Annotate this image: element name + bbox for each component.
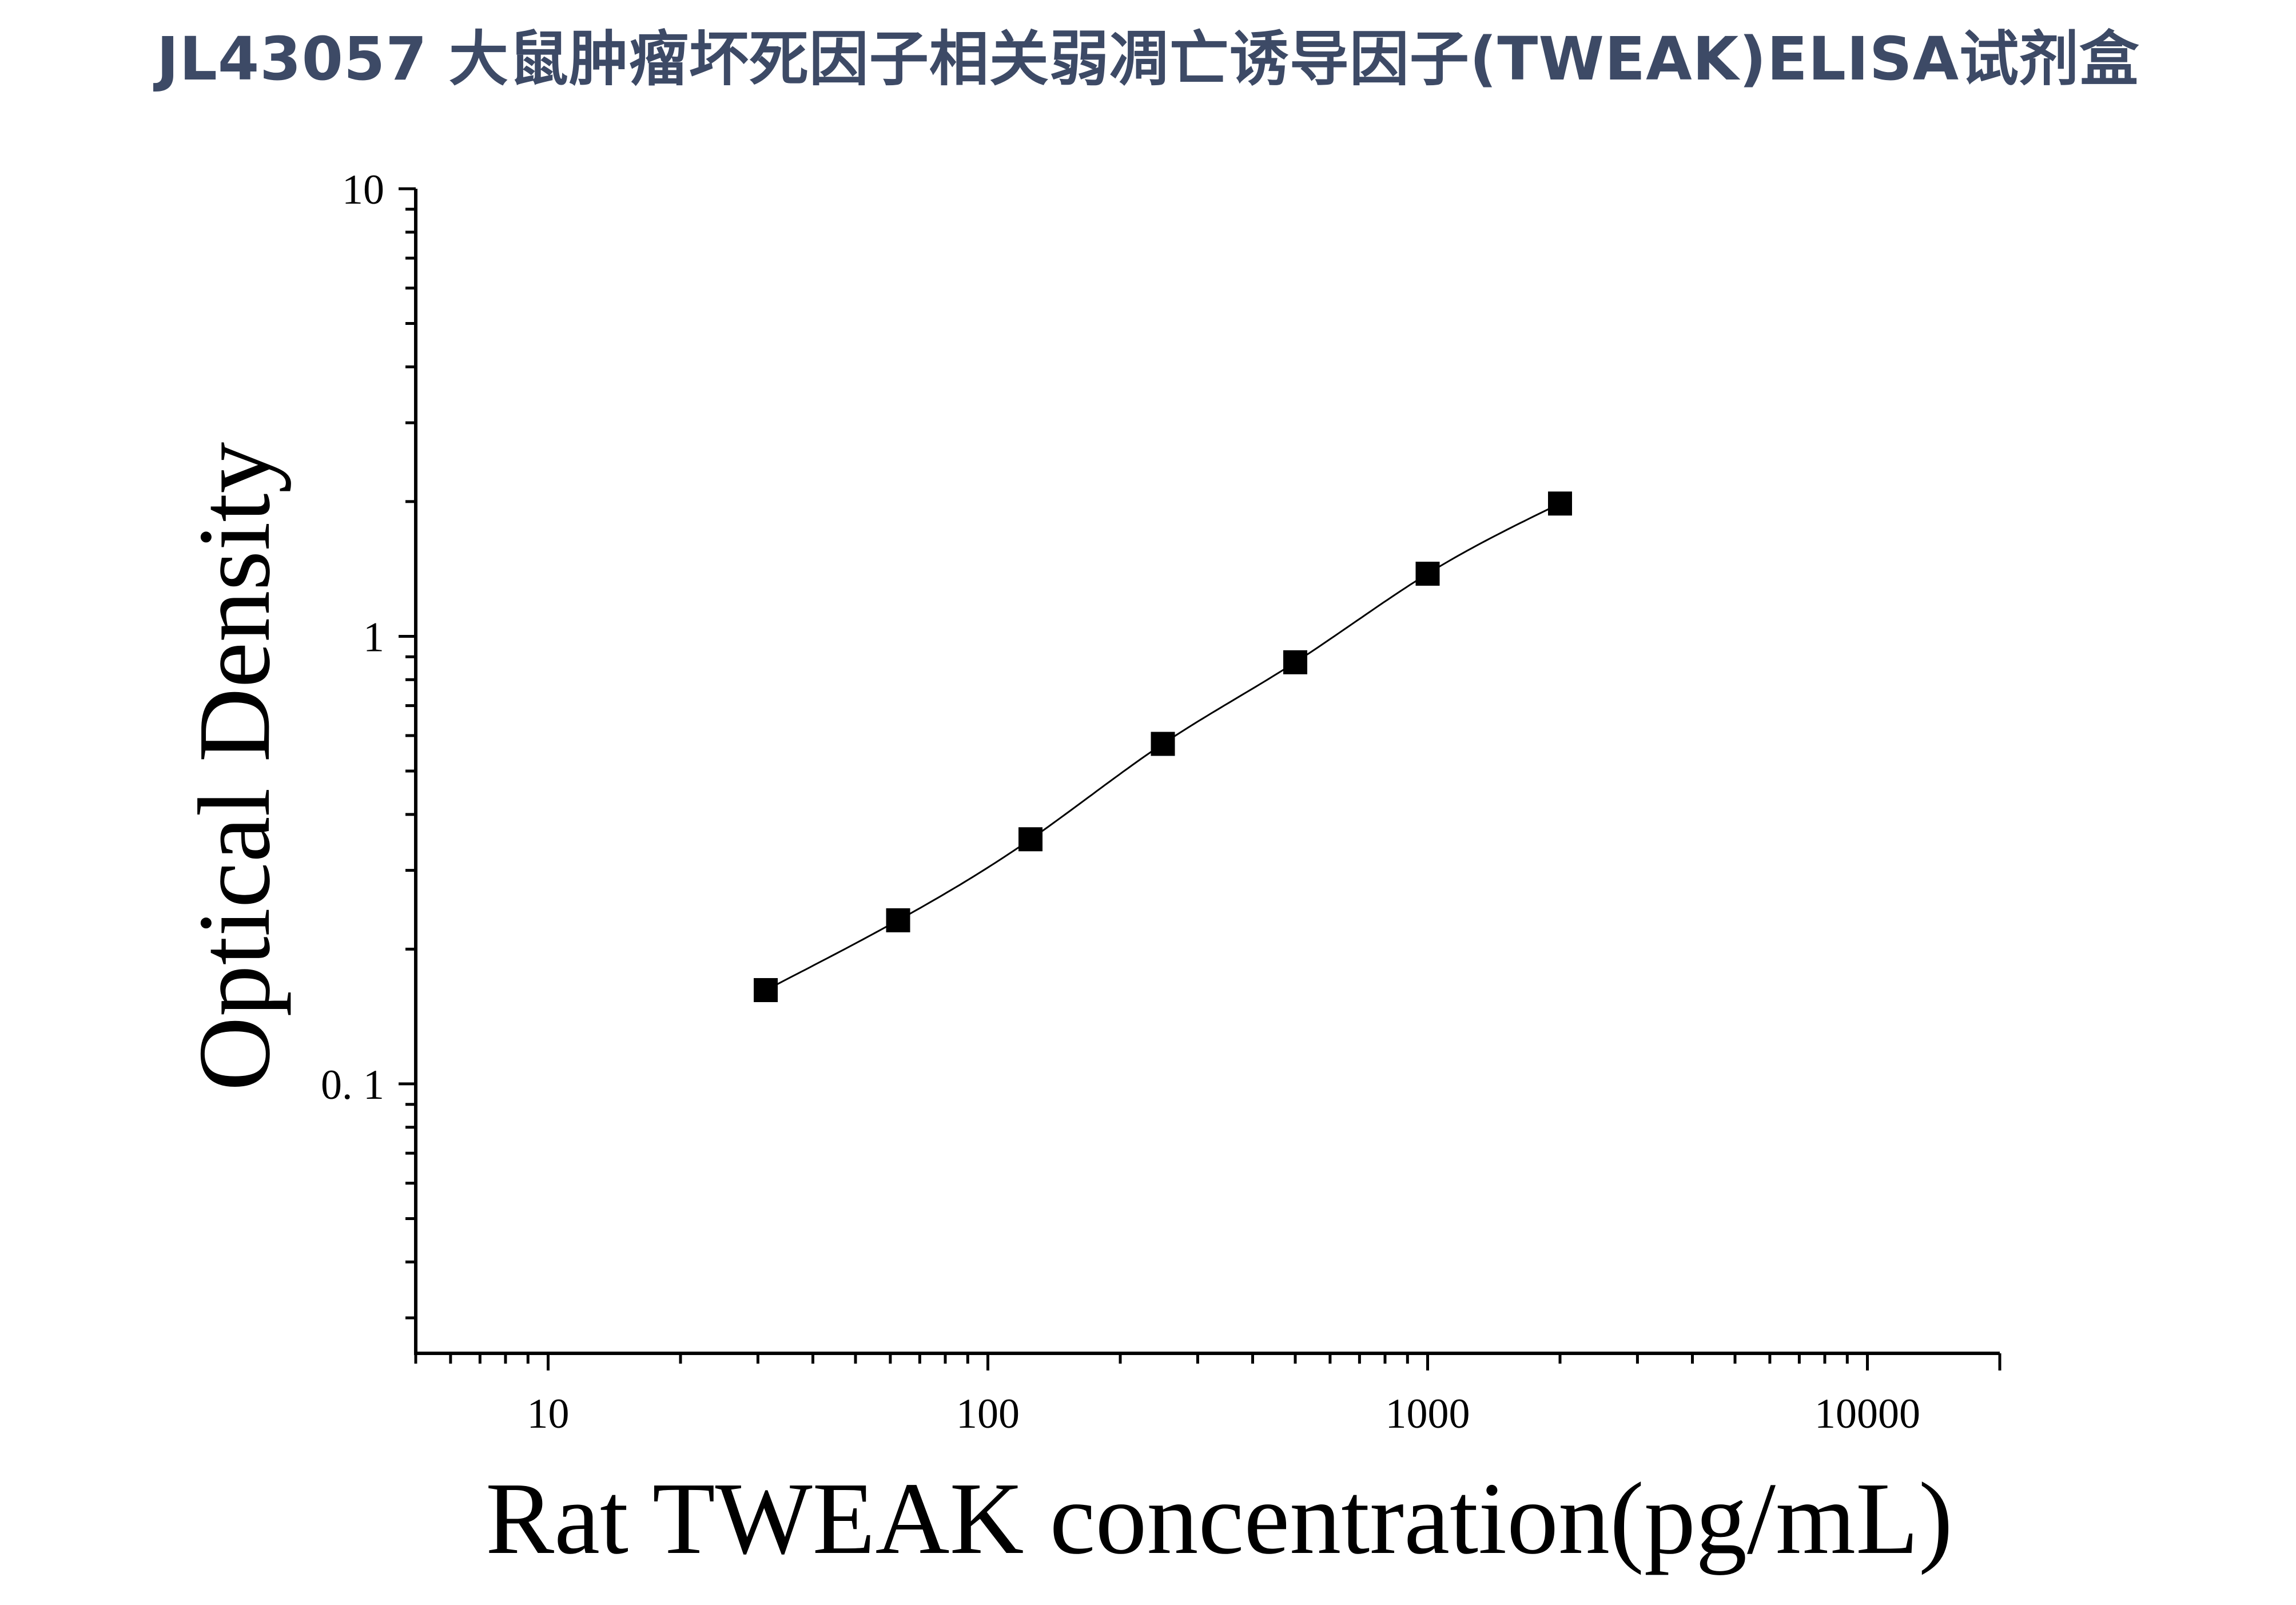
data-point: [1283, 650, 1308, 674]
data-point: [1547, 491, 1572, 516]
y-tick-labels: 0. 1 1 10: [321, 166, 384, 1109]
y-tick-label: 1: [363, 614, 384, 661]
major-ticks: [399, 187, 2001, 1370]
x-axis-title: Rat TWEAK concentration(pg/mL): [486, 1461, 1953, 1575]
data-point: [1415, 562, 1440, 586]
x-tick-labels: 10 100 1000 10000: [527, 1391, 1920, 1437]
data-point: [886, 908, 910, 932]
x-tick-label: 1000: [1386, 1391, 1470, 1437]
y-axis-title: Optical Density: [177, 442, 291, 1091]
data-point: [754, 978, 778, 1002]
x-tick-label: 10000: [1814, 1391, 1920, 1437]
data-point: [1151, 732, 1175, 756]
y-tick-label: 0. 1: [321, 1062, 384, 1109]
data-point: [1018, 827, 1043, 852]
minor-ticks: [405, 208, 2001, 1364]
page-title: JL43057 大鼠肿瘤坏死因子相关弱凋亡诱导因子(TWEAK)ELISA试剂盒: [156, 24, 2140, 94]
data-points: [754, 491, 1572, 1002]
x-tick-label: 100: [956, 1391, 1020, 1437]
x-tick-label: 10: [527, 1391, 569, 1437]
y-tick-label: 10: [342, 166, 384, 213]
